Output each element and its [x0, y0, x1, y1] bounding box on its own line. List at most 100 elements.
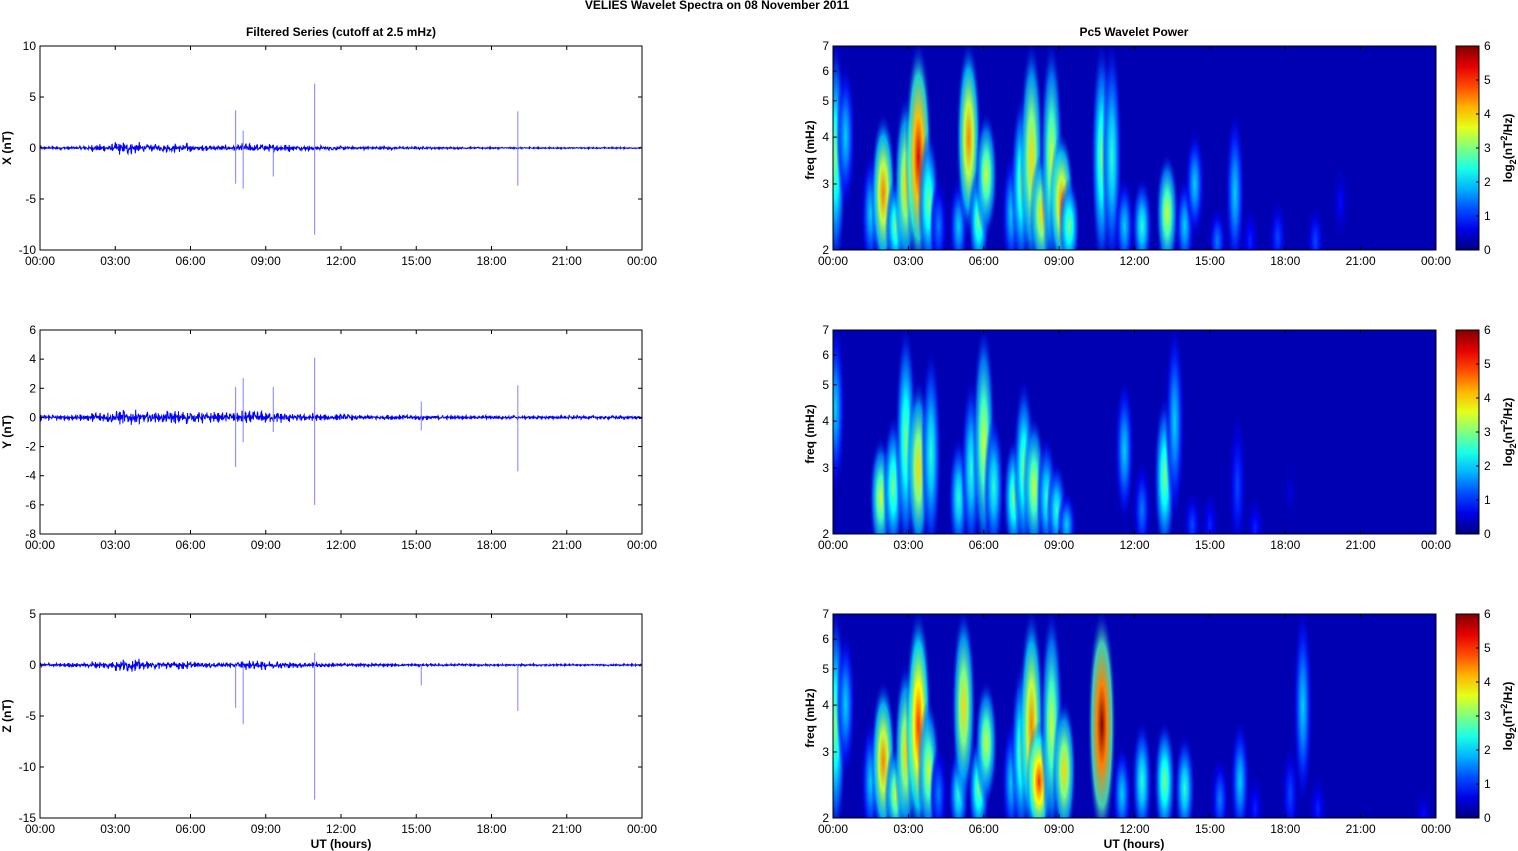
wavelet-x-colorbar-tick-label: 5: [1484, 73, 1491, 87]
series-z-x-tick-label: 06:00: [175, 822, 205, 836]
wavelet-y-power-blob: [833, 330, 845, 492]
series-y-y-tick-label: -2: [25, 440, 36, 454]
series-y-x-tick-label: 03:00: [100, 538, 130, 552]
wavelet-x-colorbar-tick-label: 6: [1484, 39, 1491, 53]
wavelet-y-x-tick-label: 09:00: [1044, 538, 1074, 552]
series-y-x-tick-label: 00:00: [25, 538, 55, 552]
wavelet-x-y-tick-label: 3: [822, 177, 829, 191]
series-x-y-tick-label: -10: [19, 243, 37, 257]
series-y-x-tick-label: 21:00: [552, 538, 582, 552]
wavelet-x-colorbar-tick-label: 3: [1484, 141, 1491, 155]
wavelet-z-power-blob: [1211, 757, 1229, 818]
series-z-x-tick-label: 03:00: [100, 822, 130, 836]
wavelet-z-power-blob: [1112, 745, 1132, 818]
wavelet-z-power-blob: [1281, 745, 1299, 818]
wavelet-y-heatmap: [833, 330, 1298, 534]
wavelet-x-y-tick-label: 7: [822, 39, 829, 53]
wavelet-z-x-tick-label: 18:00: [1270, 822, 1300, 836]
series-x-x-tick-label: 06:00: [175, 254, 205, 268]
wavelet-y-x-tick-label: 15:00: [1195, 538, 1225, 552]
wavelet-y-x-tick-label: 00:00: [818, 538, 848, 552]
series-x-y-tick-label: 10: [23, 39, 37, 53]
wavelet-z-y-tick-label: 4: [822, 698, 829, 712]
series-y-y-tick-label: -6: [25, 498, 36, 512]
series-x-y-tick-label: -5: [25, 192, 36, 206]
wavelet-x-x-tick-label: 18:00: [1270, 254, 1300, 268]
series-x-x-tick-label: 00:00: [25, 254, 55, 268]
wavelet-x-x-tick-label: 09:00: [1044, 254, 1074, 268]
wavelet-z-heatmap: [833, 614, 1432, 818]
wavelet-z-power-blob: [836, 633, 855, 776]
wavelet-x-colorbar: [1455, 45, 1480, 251]
wavelet-y-power-blob: [1246, 498, 1264, 534]
wavelet-z-colorbar-tick-label: 6: [1484, 607, 1491, 621]
series-y-x-tick-label: 18:00: [476, 538, 506, 552]
wavelet-x-power-blob: [836, 65, 855, 208]
wavelet-x-x-tick-label: 15:00: [1195, 254, 1225, 268]
wavelet-y-colorbar-label: log2(nT2/Hz): [1499, 398, 1518, 467]
wavelet-y-power-blob: [1115, 378, 1134, 522]
wavelet-x-y-tick-label: 2: [822, 243, 829, 257]
wavelet-z-colorbar-tick-label: 3: [1484, 709, 1491, 723]
wavelet-x-power-blob: [1332, 167, 1349, 238]
series-z-plot-area: [40, 614, 642, 818]
wavelet-y-power-blob: [1165, 330, 1185, 522]
wavelet-z-power-blob: [951, 614, 976, 806]
wavelet-z-power-blob: [1132, 720, 1153, 818]
wavelet-z-power-blob: [1230, 720, 1250, 818]
wavelet-y-power-blob: [1183, 491, 1201, 534]
wavelet-x-power-blob: [1185, 131, 1205, 238]
wavelet-y-colorbar-tick-label: 5: [1484, 357, 1491, 371]
series-z-x-tick-label: 15:00: [401, 822, 431, 836]
wavelet-z-colorbar-tick-label: 0: [1484, 811, 1491, 825]
wavelet-z-power-blob: [1415, 789, 1432, 818]
wavelet-y-power-blob: [1057, 491, 1077, 534]
wavelet-x-heatmap: [833, 46, 1349, 250]
right-x-axis-label: UT (hours): [1104, 837, 1165, 851]
wavelet-y-x-tick-label: 03:00: [893, 538, 923, 552]
wavelet-y-colorbar-tick-label: 1: [1484, 493, 1491, 507]
series-x-y-tick-label: 0: [29, 141, 36, 155]
wavelet-z-y-tick-label: 6: [822, 632, 829, 646]
series-z-y-tick-label: -10: [19, 760, 37, 774]
figure-title: VELIES Wavelet Spectra on 08 November 20…: [585, 0, 850, 12]
series-y-y-axis-label: Y (nT): [0, 415, 14, 449]
wavelet-z-colorbar-tick-label: 2: [1484, 743, 1491, 757]
series-x-y-tick-label: 5: [29, 90, 36, 104]
wavelet-y-y-tick-label: 3: [822, 461, 829, 475]
series-z-x-tick-label: 18:00: [476, 822, 506, 836]
wavelet-z-power-blob: [1174, 735, 1195, 818]
wavelet-y-y-tick-label: 7: [822, 323, 829, 337]
wavelet-z-y-axis-label: freq (mHz): [803, 688, 817, 747]
wavelet-x-y-tick-label: 6: [822, 64, 829, 78]
series-x-line: [39, 141, 643, 156]
series-y-y-tick-label: -8: [25, 527, 36, 541]
series-y-x-tick-label: 09:00: [251, 538, 281, 552]
wavelet-z-colorbar-tick-label: 5: [1484, 641, 1491, 655]
series-x-x-tick-label: 15:00: [401, 254, 431, 268]
wavelet-x-x-tick-label: 12:00: [1119, 254, 1149, 268]
wavelet-x-power-blob: [1225, 111, 1245, 250]
series-y-line: [39, 409, 643, 425]
wavelet-y-y-tick-label: 6: [822, 348, 829, 362]
wavelet-x-power-blob: [1241, 207, 1259, 250]
wavelet-y-x-tick-label: 12:00: [1119, 538, 1149, 552]
series-x-x-tick-label: 00:00: [627, 254, 657, 268]
series-z-y-tick-label: -5: [25, 709, 36, 723]
wavelet-z-x-tick-label: 00:00: [1421, 822, 1451, 836]
wavelet-y-y-axis-label: freq (mHz): [803, 404, 817, 463]
wavelet-y-colorbar-tick-label: 2: [1484, 459, 1491, 473]
wavelet-x-colorbar-tick-label: 2: [1484, 175, 1491, 189]
wavelet-x-power-blob: [1058, 177, 1080, 250]
wavelet-z-x-tick-label: 00:00: [818, 822, 848, 836]
wavelet-z-x-tick-label: 15:00: [1195, 822, 1225, 836]
series-x-x-tick-label: 03:00: [100, 254, 130, 268]
wavelet-z-power-blob: [1293, 614, 1313, 806]
series-x-y-axis-label: X (nT): [0, 131, 14, 165]
wavelet-z-colorbar-label: log2(nT2/Hz): [1499, 682, 1518, 751]
wavelet-z-power-blob: [1087, 614, 1117, 818]
series-y-y-tick-label: 2: [29, 381, 36, 395]
series-z-x-tick-label: 00:00: [25, 822, 55, 836]
wavelet-y-colorbar: [1455, 329, 1480, 535]
